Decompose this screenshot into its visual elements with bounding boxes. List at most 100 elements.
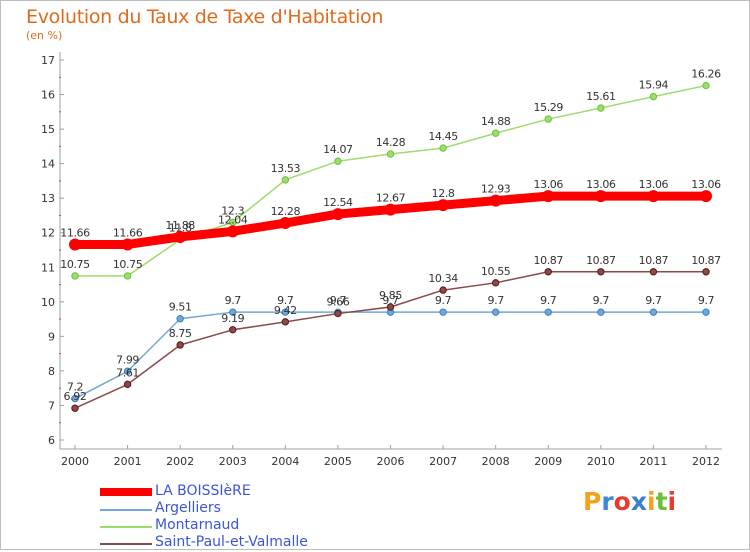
data-point-saint-paul-et-valmalle [649, 268, 658, 276]
x-tick-label: 2009 [534, 455, 562, 468]
data-point-saint-paul-et-valmalle [439, 286, 447, 294]
data-label-la-boissiere: 12.54 [323, 196, 353, 209]
data-point-argelliers [123, 367, 132, 375]
data-point-argelliers [544, 308, 552, 316]
data-label-saint-paul-et-valmalle: 10.87 [534, 254, 564, 267]
data-point-la-boissiere [226, 225, 239, 238]
data-point-la-boissiere [174, 230, 187, 243]
legend-swatch-la-boissiere [100, 488, 152, 496]
data-label-montarnaud: 10.75 [113, 258, 143, 271]
legend-label-argelliers: Argelliers [155, 500, 221, 516]
y-tick-label: 17 [41, 54, 55, 67]
x-tick-label: 2008 [482, 455, 510, 468]
data-point-montarnaud [386, 150, 395, 158]
data-label-saint-paul-et-valmalle: 9.19 [221, 312, 244, 325]
data-point-montarnaud [123, 272, 132, 280]
y-tick-label: 9 [48, 330, 55, 343]
y-tick-label: 10 [41, 296, 55, 309]
x-tick-label: 2012 [692, 455, 720, 468]
x-tick-label: 2011 [639, 455, 667, 468]
logo-letter: P [583, 487, 602, 516]
data-label-montarnaud: 11.8 [169, 222, 192, 235]
x-tick-label: 2005 [324, 455, 352, 468]
data-label-la-boissiere: 12.67 [376, 192, 406, 205]
data-label-la-boissiere: 12.8 [432, 187, 455, 200]
data-label-montarnaud: 14.88 [481, 115, 511, 128]
data-point-montarnaud [439, 144, 447, 152]
legend-label-saint-paul-et-valmalle: Saint-Paul-et-Valmalle [155, 534, 308, 550]
data-label-saint-paul-et-valmalle: 7.61 [116, 366, 139, 379]
x-tick-label: 2003 [219, 455, 247, 468]
data-label-montarnaud: 15.29 [534, 101, 564, 114]
data-label-argelliers: 9.7 [698, 294, 715, 307]
y-tick-label: 11 [41, 261, 55, 274]
data-label-argelliers: 9.7 [593, 294, 610, 307]
legend-swatch-montarnaud [100, 526, 152, 528]
data-label-montarnaud: 14.45 [428, 130, 458, 143]
data-point-la-boissiere [594, 190, 607, 203]
data-point-la-boissiere [384, 203, 397, 216]
data-point-argelliers [281, 308, 290, 316]
data-label-saint-paul-et-valmalle: 10.55 [481, 265, 511, 278]
data-label-argelliers: 9.7 [330, 294, 347, 307]
data-label-saint-paul-et-valmalle: 9.85 [379, 289, 402, 302]
legend-label-la-boissiere: LA BOISSIèRE [155, 483, 251, 499]
data-point-montarnaud [702, 81, 710, 90]
y-tick-label: 14 [41, 158, 55, 171]
logo-letter: t [655, 487, 668, 516]
y-tick-label: 8 [48, 365, 55, 378]
data-point-montarnaud [649, 92, 658, 101]
chart-unit-label: (en %) [26, 29, 63, 42]
data-label-montarnaud: 12.3 [221, 204, 244, 217]
data-label-la-boissiere: 11.88 [165, 219, 195, 232]
data-point-montarnaud [491, 129, 500, 137]
logo-letter: x [630, 487, 647, 516]
logo-letter: i [647, 487, 656, 516]
data-label-la-boissiere: 13.06 [534, 178, 564, 191]
x-tick-label: 2010 [587, 455, 615, 468]
data-label-montarnaud: 15.61 [586, 90, 616, 103]
data-point-argelliers [649, 308, 658, 316]
data-point-argelliers [597, 308, 605, 316]
logo-letter: o [613, 487, 631, 516]
data-label-argelliers: 9.7 [488, 294, 505, 307]
data-label-argelliers: 7.2 [67, 381, 83, 394]
data-point-montarnaud [597, 104, 605, 112]
data-label-saint-paul-et-valmalle: 10.87 [691, 254, 721, 267]
data-label-argelliers: 9.51 [169, 301, 192, 314]
data-label-montarnaud: 15.94 [639, 79, 669, 92]
chart-title: Evolution du Taux de Taxe d'Habitation [26, 6, 384, 28]
data-label-saint-paul-et-valmalle: 10.87 [586, 254, 616, 267]
data-point-saint-paul-et-valmalle [123, 380, 132, 389]
data-point-saint-paul-et-valmalle [229, 326, 237, 334]
y-tick-label: 13 [41, 192, 55, 205]
data-point-saint-paul-et-valmalle [71, 404, 79, 412]
y-tick-label: 16 [41, 89, 55, 102]
y-tick-label: 15 [41, 123, 55, 136]
data-label-la-boissiere: 12.28 [271, 205, 301, 218]
data-point-argelliers [702, 308, 710, 316]
legend-label-montarnaud: Montarnaud [155, 517, 240, 533]
data-label-argelliers: 9.7 [225, 294, 242, 307]
x-tick-label: 2002 [166, 455, 194, 468]
data-label-la-boissiere: 12.04 [218, 213, 248, 226]
data-label-argelliers: 9.7 [540, 294, 557, 307]
data-label-la-boissiere: 13.06 [586, 178, 616, 191]
data-point-montarnaud [544, 115, 552, 123]
data-point-la-boissiere [437, 199, 450, 212]
data-label-montarnaud: 16.26 [691, 68, 721, 81]
data-point-saint-paul-et-valmalle [491, 279, 500, 287]
x-tick-label: 2006 [377, 455, 405, 468]
data-label-montarnaud: 14.28 [376, 136, 406, 149]
data-label-montarnaud: 14.07 [323, 143, 353, 156]
logo-letter: r [601, 487, 614, 516]
data-label-argelliers: 9.7 [277, 294, 294, 307]
data-point-la-boissiere [542, 190, 555, 203]
data-label-montarnaud: 10.75 [60, 258, 90, 271]
data-label-saint-paul-et-valmalle: 6.92 [64, 390, 87, 403]
data-point-saint-paul-et-valmalle [386, 303, 395, 311]
data-label-saint-paul-et-valmalle: 9.66 [326, 296, 349, 309]
data-point-argelliers [439, 308, 447, 316]
y-tick-label: 12 [41, 227, 55, 240]
